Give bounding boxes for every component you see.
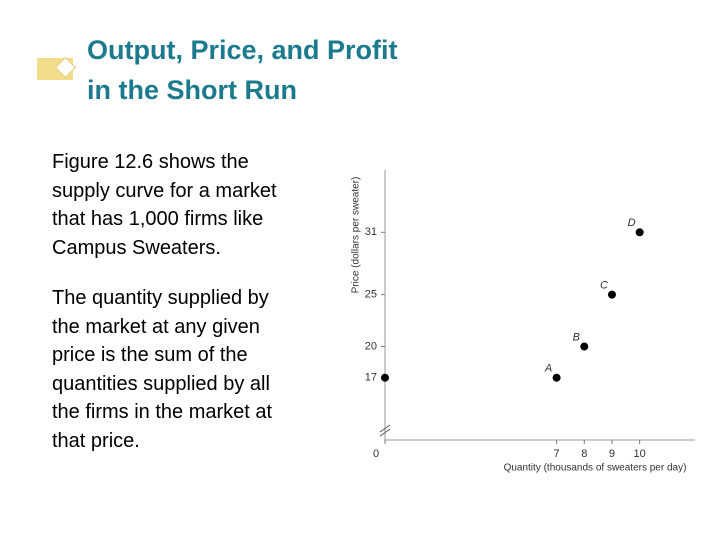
data-point: [552, 373, 561, 382]
x-tick-label: 10: [634, 448, 646, 460]
data-point: [635, 228, 644, 237]
y-tick-label: 20: [365, 340, 377, 352]
title-line: in the Short Run: [87, 75, 297, 105]
axis-break: [379, 428, 391, 437]
x-tick-label: 8: [581, 448, 587, 460]
paragraph: Figure 12.6 shows the supply curve for a …: [52, 148, 277, 262]
text-line: that price.: [52, 429, 140, 452]
x-tick-label: 9: [609, 448, 615, 460]
x-axis-label: Quantity (thousands of sweaters per day): [504, 463, 687, 474]
data-point: [580, 342, 589, 351]
y-tick-label: 17: [365, 372, 377, 384]
text-line: Campus Sweaters.: [52, 236, 221, 259]
text-line: quantities supplied by all: [52, 372, 270, 395]
axis-break: [379, 424, 391, 433]
text-line: supply curve for a market: [52, 179, 277, 202]
text-line: the market at any given: [52, 315, 260, 338]
data-point: [381, 373, 389, 382]
text-line: that has 1,000 firms like: [52, 208, 264, 230]
x-tick-label: 7: [554, 448, 560, 460]
y-tick-label: 31: [365, 226, 377, 238]
text-line: the firms in the market at: [52, 401, 273, 423]
y-axis-label: Price (dollars per sweater): [351, 177, 362, 294]
title-line: Output, Price, and Profit: [87, 35, 398, 65]
text-line: price is the sum of the: [52, 344, 248, 366]
text-line: Figure 12.6 shows the: [52, 151, 249, 173]
slide-body: Figure 12.6 shows the supply curve for a …: [52, 148, 277, 477]
y-tick-label: 25: [365, 289, 377, 301]
point-label: B: [573, 331, 580, 343]
data-point: [607, 290, 616, 299]
paragraph: The quantity supplied by the market at an…: [52, 284, 277, 455]
point-label: D: [628, 217, 636, 229]
x-tick-label: 0: [373, 448, 379, 460]
point-label: C: [600, 280, 608, 292]
point-label: A: [544, 363, 552, 375]
text-line: The quantity supplied by: [52, 287, 269, 309]
slide-title: Output, Price, and Profit in the Short Ru…: [87, 30, 398, 110]
